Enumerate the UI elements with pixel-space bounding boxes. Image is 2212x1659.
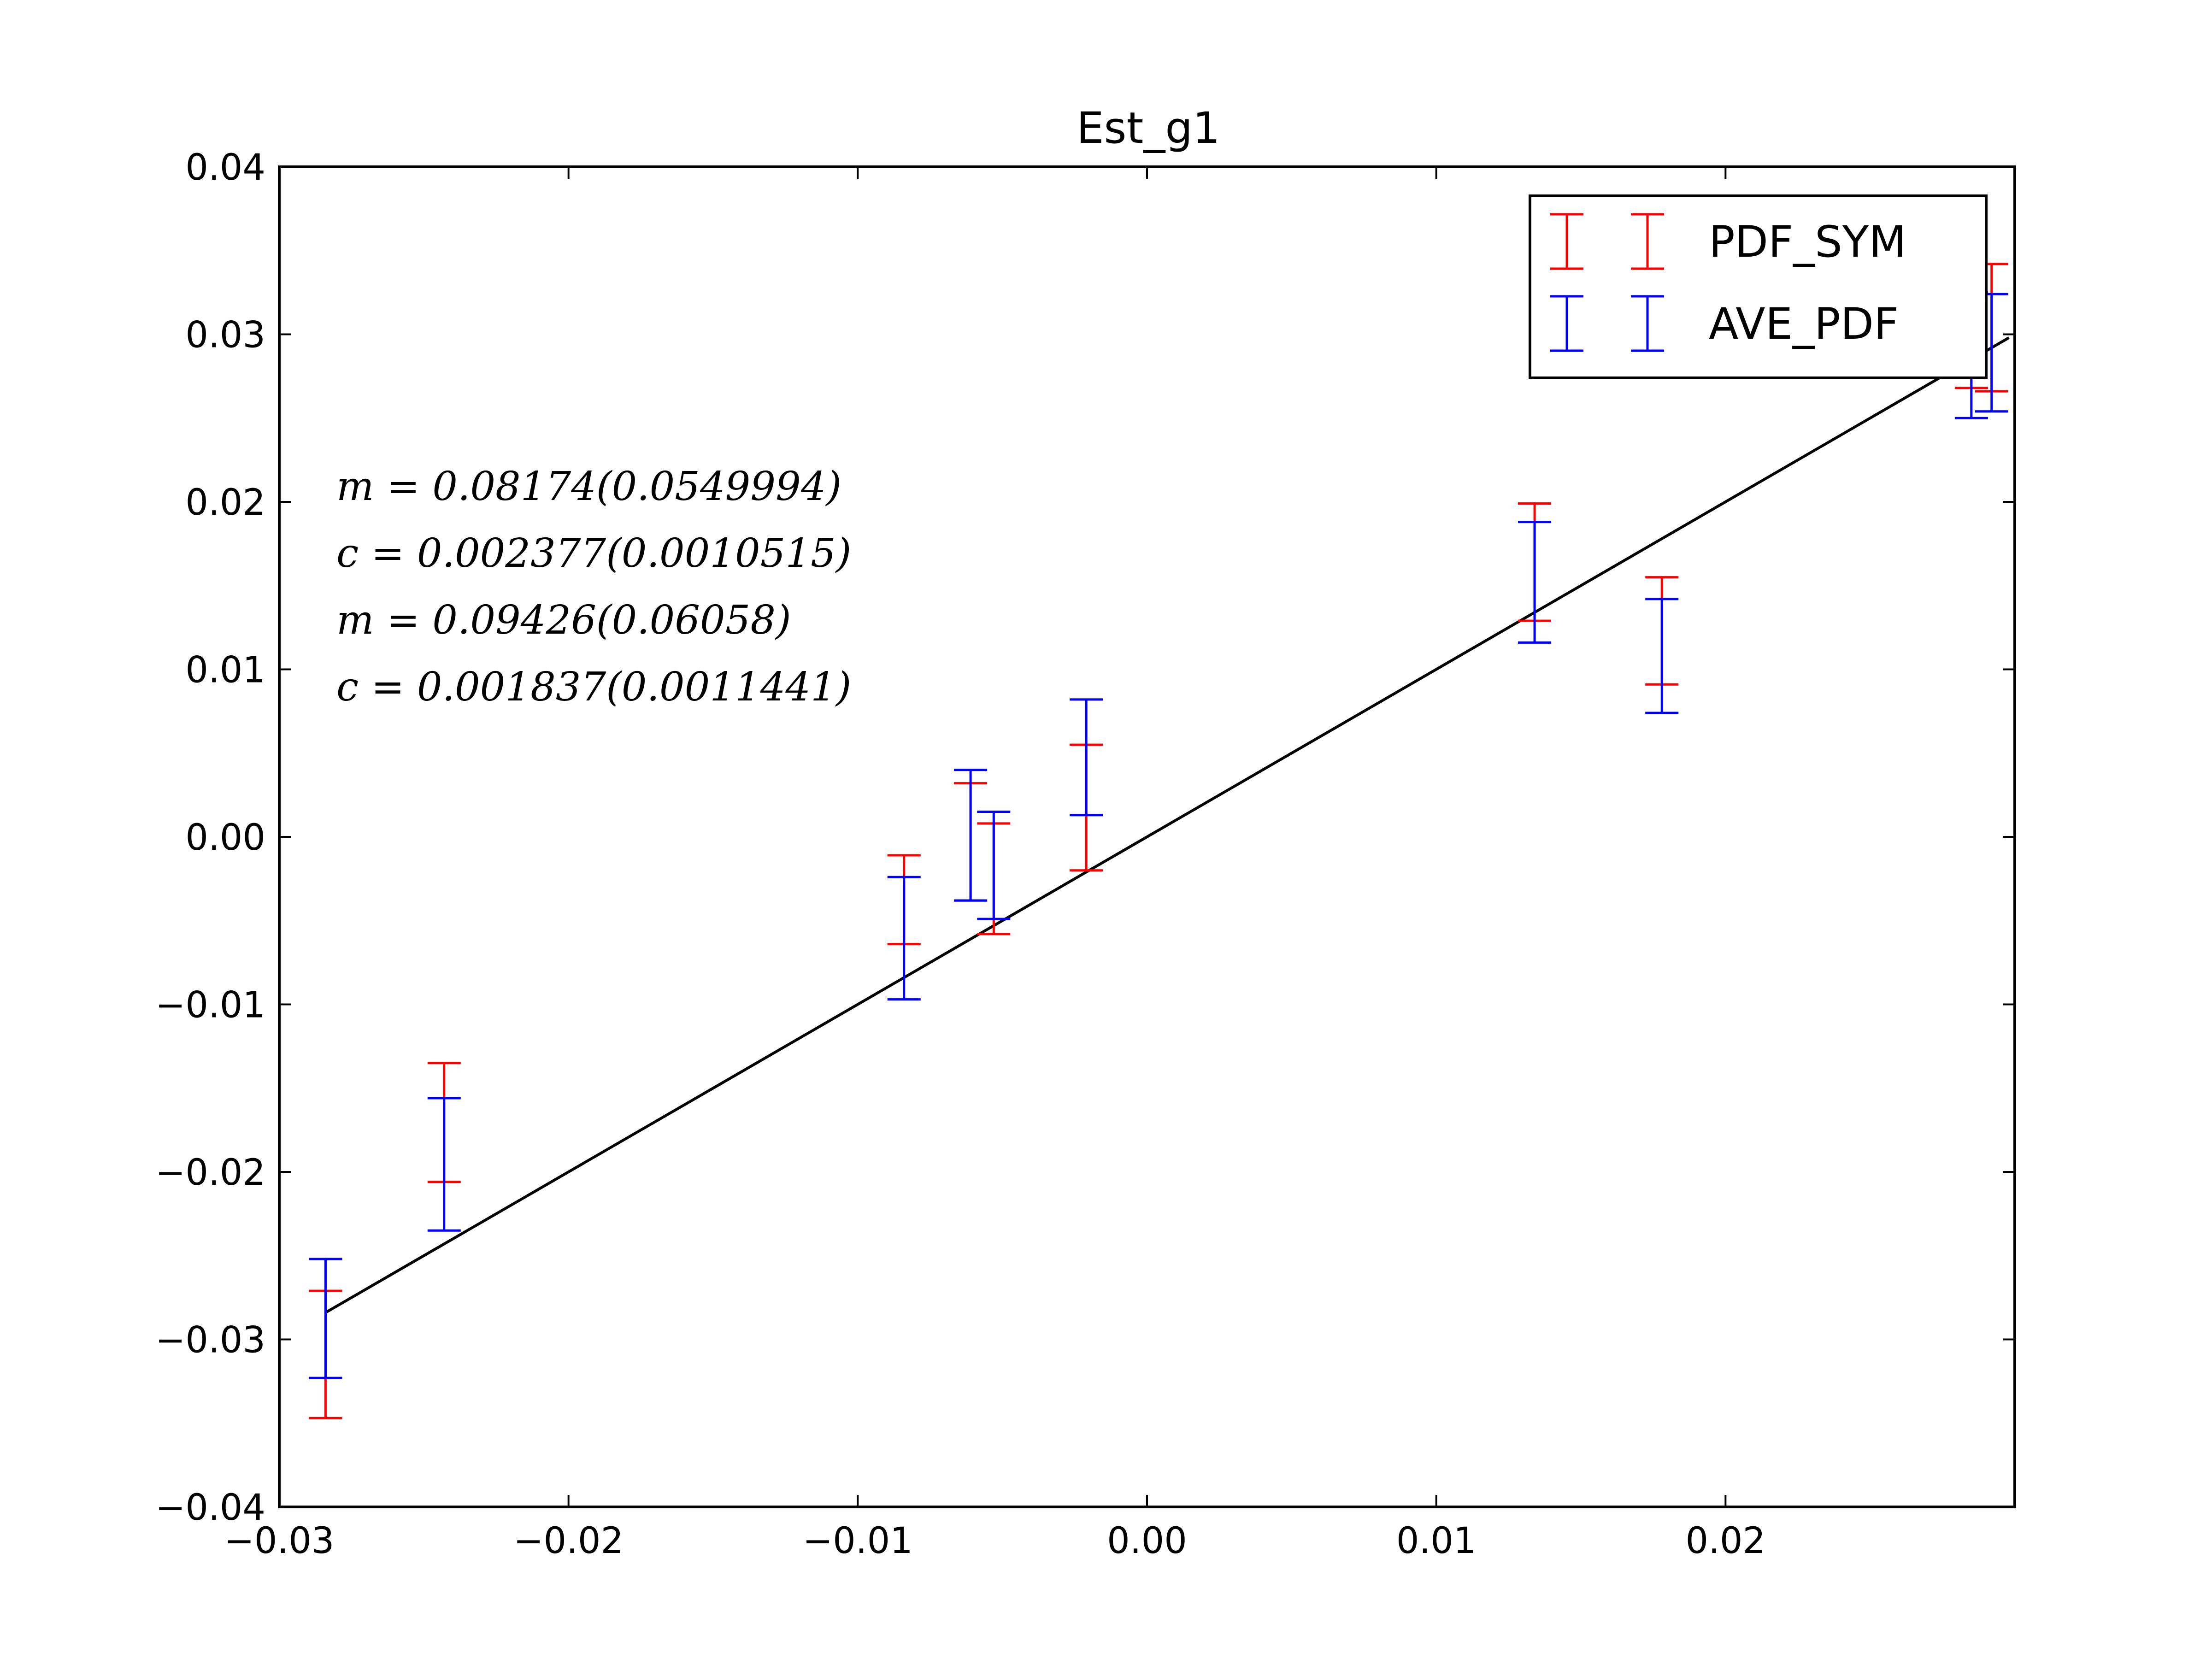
- y-tick-label: 0.02: [185, 482, 265, 524]
- x-tick-label: −0.03: [224, 1520, 334, 1562]
- plot-area: [309, 263, 2010, 1419]
- x-tick-label: 0.02: [1685, 1520, 1765, 1562]
- legend-label-ave-pdf: AVE_PDF: [1709, 299, 1899, 349]
- ticks-layer: −0.03 −0.02 −0.01 0.00 0.01 0.02−0.04−0.03−0.…: [155, 147, 2015, 1562]
- errorbar-ave-pdf: [887, 876, 921, 1001]
- x-tick-label: 0.01: [1396, 1520, 1477, 1562]
- errorbar-ave-pdf: [977, 810, 1011, 920]
- annotations: m = 0.08174(0.0549994) c = 0.002377(0.00…: [336, 464, 851, 710]
- y-tick-label: 0.00: [185, 817, 265, 859]
- x-tick-label: −0.02: [513, 1520, 624, 1562]
- errorbar-ave-pdf: [309, 1258, 342, 1379]
- legend-marker-ave-pdf: [1550, 295, 1664, 352]
- legend-marker-pdf-sym: [1550, 213, 1664, 270]
- x-tick-label: 0.00: [1107, 1520, 1187, 1562]
- data-layer: [309, 263, 2010, 1419]
- errorbar-ave-pdf: [427, 1097, 461, 1232]
- plot-frame: [278, 165, 2016, 1508]
- annotation-1: c = 0.002377(0.0010515): [336, 530, 851, 577]
- legend-box: [1529, 194, 1988, 379]
- y-tick-label: 0.04: [185, 147, 265, 188]
- errorbar-ave-pdf: [1645, 598, 1679, 714]
- y-tick-label: −0.01: [155, 985, 265, 1026]
- annotation-3: c = 0.001837(0.0011441): [336, 664, 851, 710]
- annotation-2: m = 0.09426(0.06058): [336, 597, 791, 643]
- legend-label-pdf-sym: PDF_SYM: [1709, 217, 1906, 267]
- x-tick-label: −0.01: [803, 1520, 913, 1562]
- y-tick-label: −0.02: [155, 1152, 265, 1194]
- legend: PDF_SYM AVE_PDF: [1529, 194, 1988, 379]
- y-tick-label: 0.03: [185, 315, 265, 356]
- errorbar-ave-pdf: [954, 769, 988, 902]
- errorbar-ave-pdf: [1518, 521, 1552, 644]
- chart-title: Est_g1: [1077, 103, 1220, 153]
- y-tick-label: −0.04: [155, 1487, 265, 1529]
- fit-line: [324, 336, 2010, 1314]
- y-tick-label: 0.01: [185, 650, 265, 691]
- annotation-0: m = 0.08174(0.0549994): [336, 464, 841, 510]
- errorbar-ave-pdf: [1070, 698, 1103, 817]
- y-tick-label: −0.03: [155, 1320, 265, 1361]
